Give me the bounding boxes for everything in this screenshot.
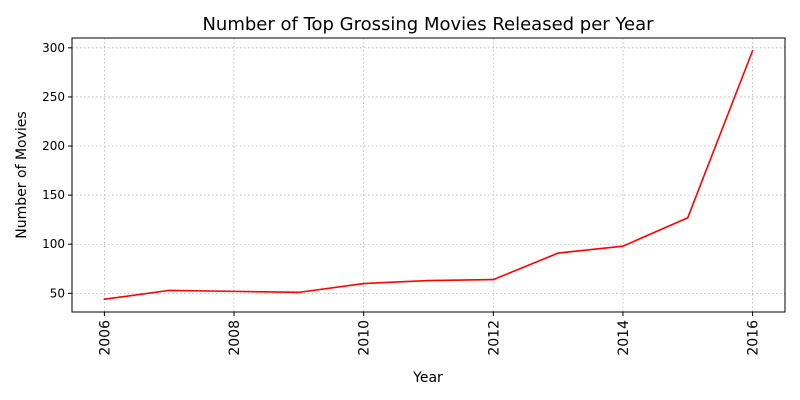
data-point — [557, 252, 559, 254]
x-tick-label: 2014 — [616, 320, 632, 356]
grid-lines — [72, 38, 785, 312]
data-point — [298, 291, 300, 294]
x-tick-label: 2006 — [97, 320, 113, 356]
x-tick-label: 2008 — [227, 320, 243, 356]
x-tick-label: 2016 — [746, 320, 762, 356]
chart-title: Number of Top Grossing Movies Released p… — [202, 14, 654, 35]
series-line — [103, 49, 754, 301]
data-point — [362, 282, 365, 285]
data-point — [427, 279, 430, 282]
y-axis-label: Number of Movies — [14, 111, 30, 238]
x-axis-label: Year — [412, 370, 443, 386]
x-tick-label: 2010 — [357, 320, 373, 356]
y-tick-label: 250 — [42, 90, 65, 104]
x-axis-ticks: 2006 2008 2010 2012 2014 2016 — [97, 312, 762, 356]
y-tick-label: 50 — [50, 286, 65, 300]
data-series — [103, 49, 754, 301]
data-point — [103, 298, 106, 301]
x-tick-label: 2012 — [486, 320, 502, 356]
y-tick-label: 100 — [42, 237, 65, 251]
y-tick-label: 150 — [42, 188, 65, 202]
y-tick-label: 300 — [42, 41, 65, 55]
y-axis-ticks: 50 100 150 200 250 300 — [42, 41, 72, 300]
data-point — [622, 245, 624, 248]
data-point — [686, 216, 689, 219]
data-point — [168, 289, 171, 292]
plot-frame — [71, 37, 786, 313]
data-point — [233, 290, 235, 293]
y-tick-label: 200 — [42, 139, 65, 153]
data-point — [492, 278, 495, 281]
data-point — [751, 49, 754, 52]
